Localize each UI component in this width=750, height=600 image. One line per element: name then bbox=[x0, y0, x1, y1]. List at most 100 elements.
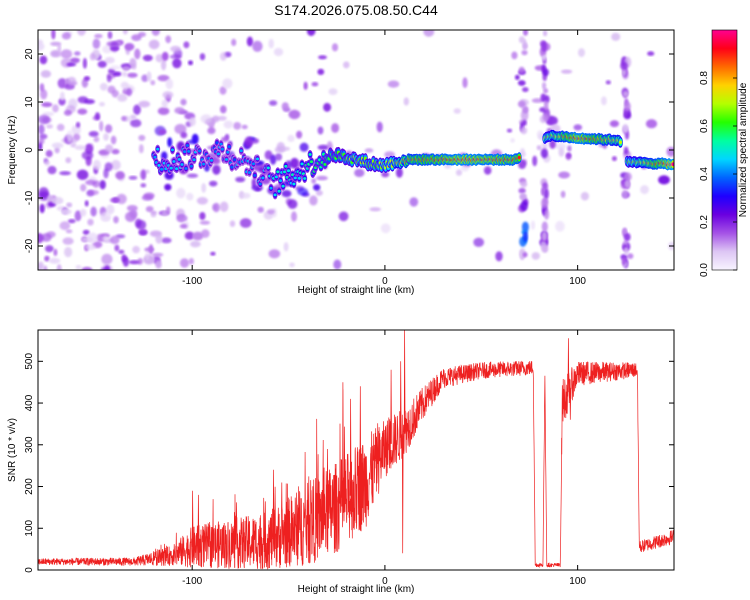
spectrogram-band-blob bbox=[624, 101, 631, 112]
ridge-core bbox=[153, 155, 157, 159]
spectrogram-blob bbox=[281, 190, 292, 198]
ridge-core bbox=[187, 150, 191, 153]
spectrogram-blob bbox=[176, 187, 186, 199]
spectrogram-blob bbox=[239, 218, 252, 228]
spectrogram-blob bbox=[41, 102, 53, 108]
spectrogram-blob bbox=[169, 54, 182, 60]
spectrogram-blob bbox=[601, 96, 607, 106]
spectrogram-blob bbox=[199, 212, 206, 220]
spectrogram-blob bbox=[180, 131, 188, 139]
spectrogram-blob bbox=[77, 108, 88, 115]
spectrogram-blob bbox=[111, 159, 121, 171]
spectrogram-blob bbox=[61, 32, 71, 40]
ridge-core bbox=[157, 164, 161, 167]
snr-x-axis-label: Height of straight line (km) bbox=[298, 584, 415, 595]
spectrogram-blob bbox=[283, 242, 289, 252]
ridge-core bbox=[297, 176, 301, 180]
spectrogram-blob bbox=[229, 220, 236, 227]
snr-y-ticks: 0 100 200 300 400 500 bbox=[24, 353, 674, 573]
spectrogram-blob bbox=[70, 57, 80, 64]
ridge-core bbox=[284, 164, 288, 168]
y-tick-label: 0 bbox=[24, 147, 35, 153]
spectrogram-blob bbox=[269, 100, 278, 106]
y-tick-label: 500 bbox=[24, 353, 35, 370]
snr-y-axis-label: SNR (10 * v/v) bbox=[7, 418, 18, 482]
spectrogram-band-blob bbox=[540, 148, 549, 159]
spectrogram-blob bbox=[160, 59, 167, 71]
spectrogram-blob bbox=[281, 102, 289, 111]
spectrogram-blob bbox=[558, 147, 565, 157]
spectrogram-blob bbox=[77, 30, 86, 36]
spectrogram-blob bbox=[567, 145, 572, 152]
ridge-core bbox=[216, 152, 220, 156]
spectrogram-blob bbox=[177, 214, 185, 222]
spectrogram-blob bbox=[75, 121, 81, 128]
spectrogram-blob bbox=[51, 142, 64, 149]
spectrogram-blob bbox=[222, 78, 233, 89]
spectrogram-blob bbox=[221, 136, 229, 143]
spectrogram-blob bbox=[287, 199, 298, 209]
spectrogram-blob bbox=[126, 88, 133, 97]
spectrogram-blob bbox=[269, 154, 277, 165]
spectrogram-blob bbox=[158, 129, 167, 135]
spectrogram-blob bbox=[200, 114, 212, 124]
y-tick-label: 100 bbox=[24, 519, 35, 536]
spectrogram-blob bbox=[94, 112, 101, 120]
spectrogram-x-ticks: -100 0 100 bbox=[182, 30, 586, 287]
spectrogram-band-blob bbox=[518, 66, 525, 74]
spectrogram-blob bbox=[186, 173, 199, 178]
spectrogram-band-blob bbox=[522, 87, 529, 93]
ridge-core bbox=[323, 163, 327, 166]
ridge-core bbox=[266, 166, 270, 170]
spectrogram-blob bbox=[122, 256, 130, 267]
spectrogram-blob bbox=[384, 151, 395, 158]
spectrogram-band-blob bbox=[623, 91, 629, 97]
spectrogram-blob bbox=[609, 120, 620, 128]
ridge-core bbox=[183, 150, 187, 154]
ridge-core bbox=[215, 141, 219, 145]
spectrogram-band-blob bbox=[544, 209, 550, 220]
ridge-core bbox=[253, 174, 257, 177]
snr-panel: -100 0 100 0 100 200 300 400 500 Height of stra… bbox=[7, 329, 675, 595]
spectrogram-band-blob bbox=[542, 113, 550, 122]
spectrogram-blob bbox=[536, 145, 542, 151]
spectrogram-band-blob bbox=[541, 221, 548, 232]
spectrogram-blob bbox=[122, 66, 130, 71]
spectrogram-blob bbox=[317, 68, 325, 75]
spectrogram-blob bbox=[578, 48, 585, 58]
spectrogram-blob bbox=[566, 153, 572, 158]
spectrogram-blob bbox=[244, 136, 253, 147]
ridge-core bbox=[251, 162, 256, 166]
spectrogram-blob bbox=[511, 51, 518, 60]
spectrogram-blob bbox=[124, 43, 135, 51]
spectrogram-blob bbox=[161, 237, 172, 244]
spectrogram-blob bbox=[155, 234, 163, 244]
spectrogram-blob bbox=[196, 197, 208, 205]
spectrogram-blob bbox=[101, 253, 113, 265]
spectrogram-blob bbox=[151, 30, 160, 36]
spectrogram-blob bbox=[150, 80, 156, 86]
spectrogram-blob bbox=[165, 35, 172, 44]
spectrogram-band-blob bbox=[620, 61, 628, 71]
ridge-core bbox=[233, 158, 237, 162]
spectrogram-blob bbox=[112, 71, 122, 77]
spectrogram-blob bbox=[220, 105, 227, 114]
ridge-core bbox=[300, 162, 304, 166]
ridge-core bbox=[277, 189, 281, 193]
spectrogram-blob bbox=[212, 202, 220, 213]
spectrogram-blob bbox=[152, 252, 164, 257]
spectrogram-blob bbox=[38, 137, 45, 145]
spectrogram-blob bbox=[316, 175, 328, 181]
spectrogram-blob bbox=[291, 211, 297, 222]
spectrogram-blob bbox=[70, 143, 77, 148]
ridge-core bbox=[618, 140, 623, 145]
spectrogram-blob bbox=[56, 264, 62, 270]
spectrogram-blob bbox=[85, 244, 96, 251]
spectrogram-blob bbox=[217, 115, 227, 121]
spectrogram-blob bbox=[161, 51, 169, 62]
spectrogram-blob bbox=[209, 180, 218, 187]
ridge-core bbox=[261, 176, 265, 180]
ridge-core bbox=[175, 167, 179, 171]
spectrogram-blob bbox=[219, 86, 227, 95]
spectrogram-blob bbox=[311, 82, 319, 87]
